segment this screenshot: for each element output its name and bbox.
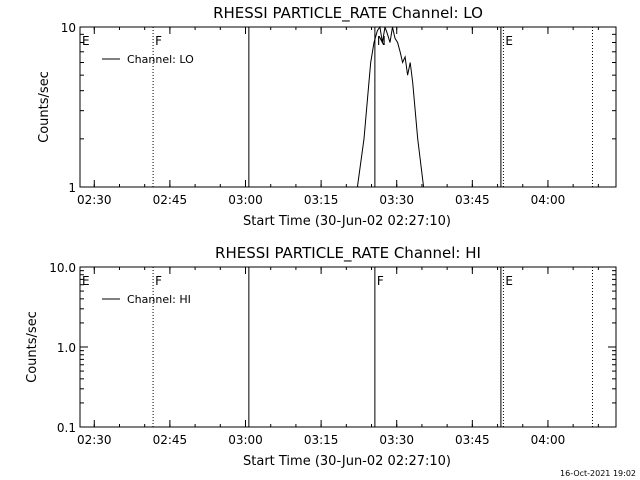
x-tick-label: 04:00 [531, 193, 566, 207]
legend-hi: Channel: HI [102, 293, 191, 306]
x-tick-label: 03:15 [304, 193, 339, 207]
x-tick-label: 04:00 [531, 433, 566, 447]
y-tick-label: 0.1 [57, 421, 76, 435]
y-tick-label: 1.0 [57, 341, 76, 355]
x-ticks-hi: 02:30 02:45 03:00 03:15 03:30 03:45 04:00 [77, 267, 599, 447]
x-tick-label: 03:30 [379, 193, 414, 207]
x-tick-label: 03:45 [455, 433, 490, 447]
x-ticks-lo: 02:30 02:45 03:00 03:15 03:30 03:45 04:00 [77, 27, 599, 207]
boundary-label: F [377, 274, 384, 288]
legend-label-lo: Channel: LO [127, 53, 194, 66]
plot-frame-lo [79, 26, 617, 188]
chart-title-hi: RHESSI PARTICLE_RATE Channel: HI [215, 244, 481, 263]
boundary-label: N [377, 34, 386, 48]
boundary-label: F [155, 274, 162, 288]
boundary-label: F [155, 34, 162, 48]
boundary-label: E [505, 274, 513, 288]
x-tick-label: 03:30 [379, 433, 414, 447]
y-tick-label: 1 [68, 181, 76, 195]
boundary-label: E [505, 34, 513, 48]
x-axis-label-hi: Start Time (30-Jun-02 02:27:10) [243, 454, 451, 469]
y-ticks-hi: 0.1 1.0 10.0 [49, 261, 616, 435]
y-tick-label: 10 [61, 21, 76, 35]
x-tick-label: 03:45 [455, 193, 490, 207]
x-tick-label: 03:00 [228, 193, 263, 207]
series-lo [356, 25, 425, 188]
legend-lo: Channel: LO [102, 53, 194, 66]
series-line [356, 25, 425, 188]
panel-lo: RHESSI PARTICLE_RATE Channel: LO 02:30 02… [37, 4, 617, 229]
y-ticks-lo: 1 10 [61, 21, 616, 195]
boundary-label: E [82, 34, 90, 48]
y-axis-label-hi: Counts/sec [25, 311, 40, 383]
plot-frame-hi [79, 266, 617, 428]
x-tick-label: 02:30 [77, 433, 112, 447]
footer-timestamp: 16-Oct-2021 19:02 [560, 469, 636, 478]
chart-title-lo: RHESSI PARTICLE_RATE Channel: LO [213, 4, 483, 23]
legend-label-hi: Channel: HI [127, 293, 191, 306]
x-tick-label: 02:45 [153, 193, 188, 207]
x-tick-label: 03:00 [228, 433, 263, 447]
x-tick-label: 02:30 [77, 193, 112, 207]
y-axis-label-lo: Counts/sec [37, 71, 52, 143]
boundary-label: E [82, 274, 90, 288]
x-tick-label: 02:45 [153, 433, 188, 447]
y-tick-label: 10.0 [49, 261, 76, 275]
panel-hi: RHESSI PARTICLE_RATE Channel: HI 02:30 02… [25, 244, 617, 469]
x-axis-label-lo: Start Time (30-Jun-02 02:27:10) [243, 214, 451, 229]
x-tick-label: 03:15 [304, 433, 339, 447]
